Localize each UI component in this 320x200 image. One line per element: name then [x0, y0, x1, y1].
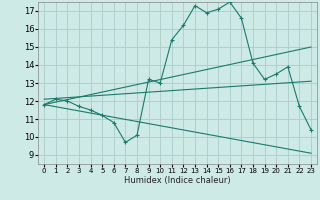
X-axis label: Humidex (Indice chaleur): Humidex (Indice chaleur): [124, 176, 231, 185]
